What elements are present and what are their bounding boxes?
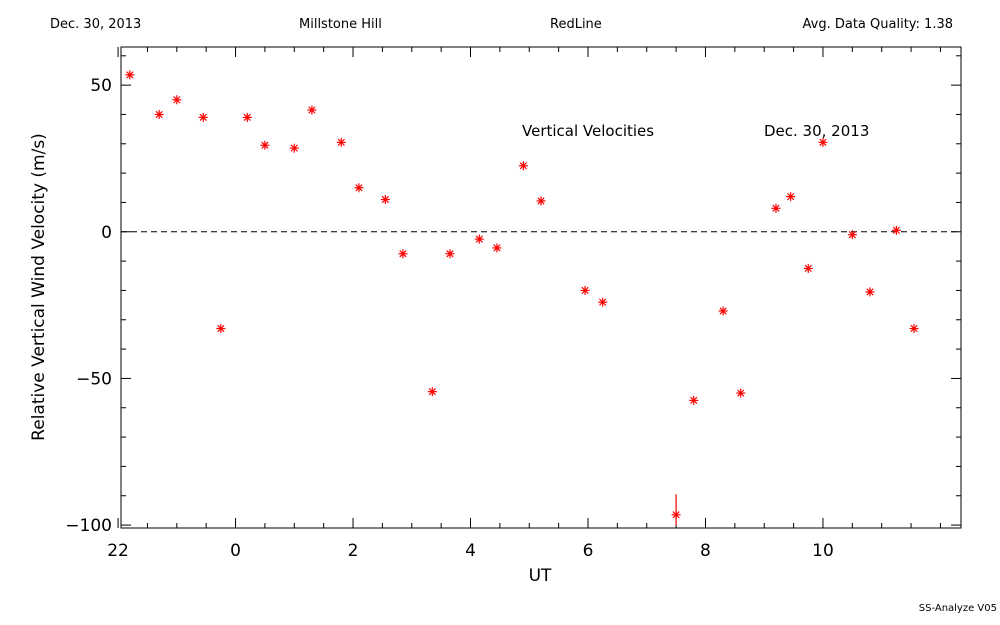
data-point: [580, 285, 590, 295]
data-point: [671, 494, 681, 526]
data-point: [536, 196, 546, 206]
x-tick-label: 2: [348, 541, 359, 561]
data-point: [492, 243, 502, 253]
y-tick-label: 0: [101, 223, 112, 243]
data-point: [786, 192, 796, 202]
data-point: [771, 203, 781, 213]
data-point: [427, 387, 437, 397]
data-point: [398, 249, 408, 259]
data-point: [689, 395, 699, 405]
x-tick-label: 4: [465, 541, 476, 561]
data-point: [354, 183, 364, 193]
data-point: [718, 306, 728, 316]
data-point: [242, 112, 252, 122]
x-axis-label: UT: [529, 566, 552, 586]
footer-version: SS-Analyze V05: [918, 603, 997, 614]
data-point: [380, 195, 390, 205]
data-point: [336, 137, 346, 147]
data-point: [736, 388, 746, 398]
data-point: [154, 109, 164, 119]
y-axis-label: Relative Vertical Wind Velocity (m/s): [29, 133, 49, 441]
data-point: [445, 249, 455, 259]
x-tick-label: 22: [107, 541, 129, 561]
y-tick-label: −100: [65, 516, 112, 536]
data-point: [803, 263, 813, 273]
y-tick-label: 50: [90, 76, 112, 96]
data-point: [216, 324, 226, 334]
header-date: Dec. 30, 2013: [50, 17, 142, 32]
data-point: [598, 297, 608, 307]
x-axis: 22 0 2 4 6 8 10: [107, 47, 941, 561]
data-point: [474, 234, 484, 244]
data-point: [891, 225, 901, 235]
data-point: [125, 70, 135, 80]
x-tick-label: 0: [230, 541, 241, 561]
data-point: [198, 112, 208, 122]
x-tick-label: 10: [812, 541, 834, 561]
header-filter: RedLine: [550, 17, 602, 32]
header-site: Millstone Hill: [299, 17, 382, 32]
data-point: [172, 95, 182, 105]
x-tick-label: 8: [700, 541, 711, 561]
header-data-quality: Avg. Data Quality: 1.38: [802, 17, 953, 32]
data-points: [125, 70, 919, 526]
data-point: [909, 324, 919, 334]
data-point: [260, 140, 270, 150]
y-axis: 50 0 −50 −100: [65, 55, 961, 536]
x-tick-label: 6: [583, 541, 594, 561]
data-point: [865, 287, 875, 297]
data-point: [518, 161, 528, 171]
y-tick-label: −50: [76, 369, 112, 389]
chart-title: Vertical Velocities: [522, 122, 654, 140]
plot-frame: [120, 46, 962, 529]
data-point: [307, 105, 317, 115]
data-point: [847, 230, 857, 240]
data-point: [289, 143, 299, 153]
chart-date-annotation: Dec. 30, 2013: [764, 122, 869, 140]
data-point: [818, 137, 828, 147]
